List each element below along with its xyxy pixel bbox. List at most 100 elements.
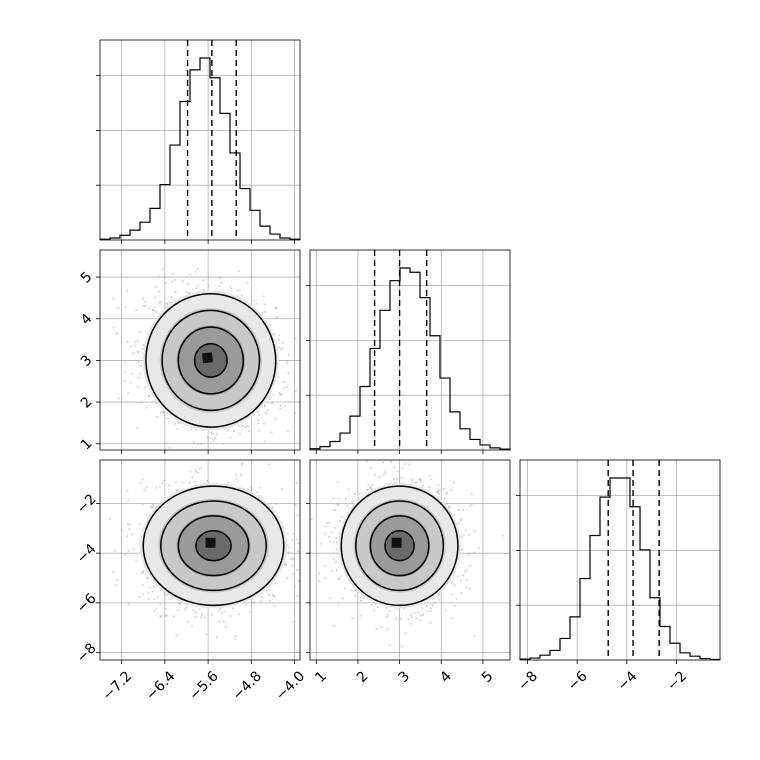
histogram-grid-0 [100,40,300,240]
sample-point [354,594,357,597]
sample-point [218,285,221,287]
sample-point [189,481,191,484]
sample-point [351,616,354,619]
sample-point [407,618,410,620]
sample-point [396,470,399,473]
histogram-frame-0 [99,39,301,241]
histogram-frame-2 [519,459,721,661]
sample-point [460,580,462,583]
sample-point [452,481,455,484]
sample-point [275,306,278,309]
sample-point [292,558,295,561]
y-tick-label: 1 [78,436,96,454]
sample-point [211,438,214,441]
sample-point [366,488,369,491]
sample-point [137,386,140,389]
sample-point [141,478,144,481]
contours-1-2 [340,485,459,607]
sample-point [205,633,208,636]
sample-point [351,500,354,503]
x-tick-label: −8 [515,668,541,694]
sample-point [198,608,201,611]
sample-point [158,485,161,488]
sample-point [191,625,193,628]
sample-point [437,492,440,495]
contour-line [384,530,415,562]
sample-point [145,385,147,388]
sample-point [159,615,162,618]
sample-point [174,278,177,281]
sample-point [194,611,197,614]
sample-point [419,480,422,483]
sample-point [339,520,342,523]
sample-point [183,608,186,611]
sample-point [129,381,132,384]
sample-point [159,301,162,304]
sample-point [415,616,418,619]
sample-point [247,425,250,428]
contour-line [195,530,232,562]
sample-point [385,607,387,609]
contour-line [177,326,245,395]
sample-point [145,406,148,409]
sample-point [296,569,299,571]
x-tick-label: −5.6 [186,668,221,703]
sample-point [433,601,436,604]
sample-point [126,523,129,526]
sample-point [142,570,145,573]
sample-point [176,489,179,491]
sample-point [168,446,171,449]
sample-point [286,362,289,365]
sample-point [146,577,149,579]
sample-point [236,289,238,292]
sample-point [158,301,161,304]
sample-point [354,590,357,593]
histogram-frame-1 [309,249,511,451]
sample-point [202,289,205,291]
sample-point [394,617,397,620]
sample-point [178,602,181,605]
sample-point [247,488,249,491]
sample-point [258,414,261,417]
sample-point [335,541,338,544]
sample-point [148,394,150,397]
x-tick-label: −4 [615,668,641,694]
sample-point [455,598,458,601]
sample-point [136,427,139,430]
sample-point [215,636,218,639]
sample-point [152,309,155,311]
sample-point [112,297,115,300]
sample-point [241,463,244,466]
y-tick-label: −2 [74,491,100,517]
sample-point [255,302,258,305]
sample-point [227,481,230,484]
sample-point [219,277,222,280]
sample-point [214,438,217,441]
sample-point [297,401,300,404]
sample-point [273,333,276,336]
sample-point [396,477,399,480]
sample-point [332,509,335,511]
sample-point [473,552,476,554]
x-tick-label: −6 [565,668,591,694]
sample-point [279,394,281,396]
sample-point [431,604,434,607]
sample-point [194,470,197,473]
sample-point [137,360,140,363]
sample-point [444,609,447,612]
sample-point [123,380,126,383]
sample-point [279,404,282,407]
sample-point [478,547,481,549]
sample-point [153,306,156,309]
sample-point [191,476,194,479]
sample-point [137,340,139,343]
sample-point [116,578,119,581]
sample-point [285,563,288,566]
sample-point [135,309,138,312]
sample-point [152,315,155,318]
sample-point [337,577,340,580]
sample-point [139,330,142,333]
contours-0-1 [145,293,277,428]
sample-point [142,571,144,574]
sample-point [165,442,168,445]
